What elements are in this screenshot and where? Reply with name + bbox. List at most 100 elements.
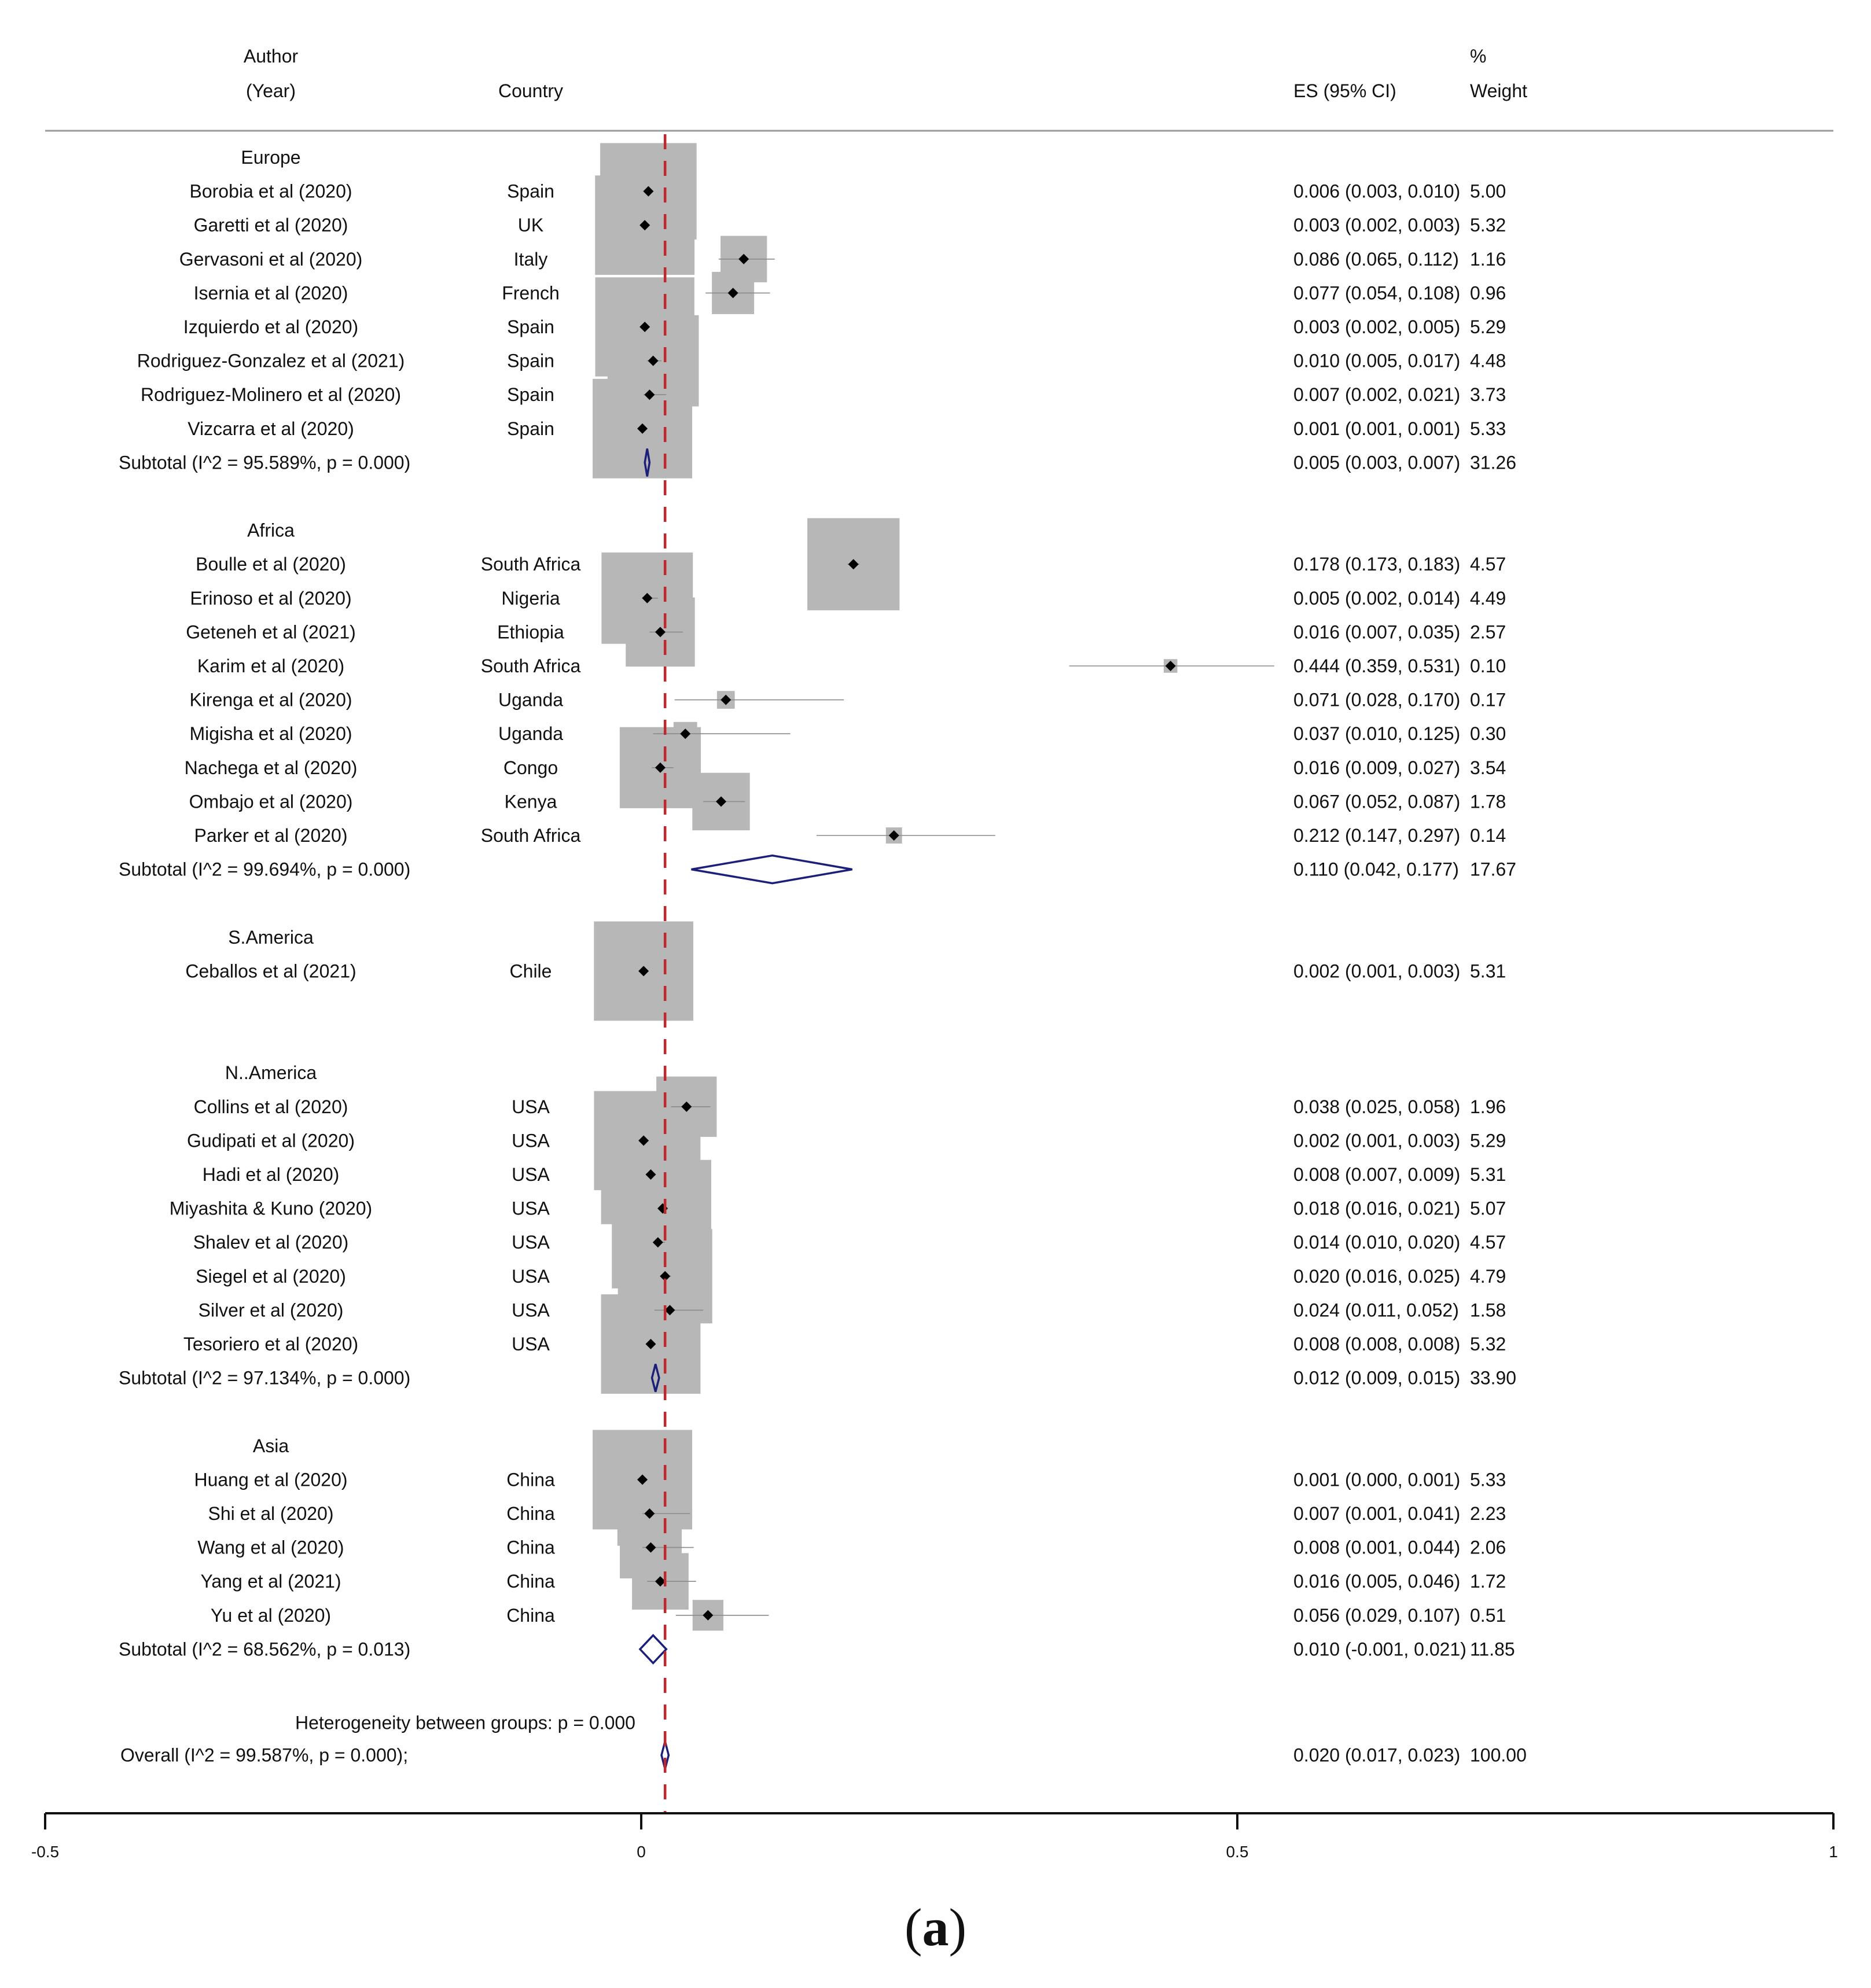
study-author: Karim et al (2020) xyxy=(197,656,344,676)
study-weight: 4.49 xyxy=(1470,588,1506,609)
point-estimate xyxy=(660,1271,671,1282)
study-es-ci: 0.005 (0.002, 0.014) xyxy=(1293,588,1460,609)
overall-es-ci: 0.020 (0.017, 0.023) xyxy=(1293,1745,1460,1766)
study-country: South Africa xyxy=(481,825,581,846)
study-country: USA xyxy=(512,1164,550,1185)
study-author: Isernia et al (2020) xyxy=(194,282,348,303)
header-weight-symbol: % xyxy=(1470,46,1486,67)
point-estimate xyxy=(638,1135,649,1146)
point-estimate xyxy=(721,694,732,705)
study-es-ci: 0.077 (0.054, 0.108) xyxy=(1293,282,1460,303)
study-es-ci: 0.067 (0.052, 0.087) xyxy=(1293,791,1460,812)
study-country: USA xyxy=(512,1266,550,1287)
point-estimate xyxy=(652,1237,663,1248)
point-estimate xyxy=(1165,661,1176,671)
header-author: Author xyxy=(244,46,299,67)
header-country: Country xyxy=(498,80,563,101)
study-es-ci: 0.212 (0.147, 0.297) xyxy=(1293,825,1460,846)
study-country: China xyxy=(506,1571,555,1592)
study-weight: 0.17 xyxy=(1470,690,1506,710)
study-country: Uganda xyxy=(498,690,563,710)
point-estimate xyxy=(716,796,727,807)
study-country: UK xyxy=(518,215,543,235)
study-es-ci: 0.444 (0.359, 0.531) xyxy=(1293,656,1460,676)
study-weight: 5.32 xyxy=(1470,1334,1506,1354)
point-estimate xyxy=(655,762,666,773)
study-author: Miyashita & Kuno (2020) xyxy=(170,1198,372,1219)
point-estimate xyxy=(639,220,650,231)
study-author: Yang et al (2021) xyxy=(200,1571,341,1592)
study-country: South Africa xyxy=(481,656,581,676)
study-country: Chile xyxy=(510,960,552,981)
study-author: Ceballos et al (2021) xyxy=(185,960,356,981)
group-label-2: S.America xyxy=(228,927,314,948)
study-author: Borobia et al (2020) xyxy=(189,181,352,202)
study-country: Spain xyxy=(507,418,554,439)
study-author: Erinoso et al (2020) xyxy=(190,588,351,609)
study-country: Italy xyxy=(514,249,548,270)
subtotal-diamond xyxy=(644,448,651,477)
point-estimate xyxy=(664,1305,675,1316)
study-author: Izquierdo et al (2020) xyxy=(183,316,358,337)
point-estimate xyxy=(639,322,650,332)
study-weight: 3.54 xyxy=(1470,757,1506,778)
study-author: Nachega et al (2020) xyxy=(185,757,358,778)
study-author: Silver et al (2020) xyxy=(199,1299,344,1320)
x-tick-label: -0.5 xyxy=(31,1843,59,1861)
study-author: Garetti et al (2020) xyxy=(194,215,348,235)
study-country: USA xyxy=(512,1334,550,1354)
study-author: Rodriguez-Molinero et al (2020) xyxy=(141,384,401,405)
study-weight: 5.29 xyxy=(1470,316,1506,337)
overall-label: Overall (I^2 = 99.587%, p = 0.000); xyxy=(120,1745,408,1766)
study-author: Tesoriero et al (2020) xyxy=(183,1334,358,1354)
study-author: Rodriguez-Gonzalez et al (2021) xyxy=(137,351,405,371)
study-es-ci: 0.001 (0.000, 0.001) xyxy=(1293,1469,1460,1490)
study-es-ci: 0.037 (0.010, 0.125) xyxy=(1293,723,1460,744)
study-country: Spain xyxy=(507,351,554,371)
point-estimate xyxy=(644,389,655,400)
study-es-ci: 0.016 (0.005, 0.046) xyxy=(1293,1571,1460,1592)
study-weight: 2.06 xyxy=(1470,1537,1506,1558)
study-es-ci: 0.001 (0.001, 0.001) xyxy=(1293,418,1460,439)
study-weight: 5.31 xyxy=(1470,960,1506,981)
subtotal-weight: 11.85 xyxy=(1470,1639,1515,1659)
study-weight: 4.79 xyxy=(1470,1266,1506,1287)
subtotal-label: Subtotal (I^2 = 97.134%, p = 0.000) xyxy=(119,1368,410,1389)
study-author: Parker et al (2020) xyxy=(194,825,347,846)
study-weight: 5.00 xyxy=(1470,181,1506,202)
study-es-ci: 0.020 (0.016, 0.025) xyxy=(1293,1266,1460,1287)
subtotal-label: Subtotal (I^2 = 68.562%, p = 0.013) xyxy=(119,1639,410,1659)
study-country: Kenya xyxy=(505,791,557,812)
subtotal-weight: 17.67 xyxy=(1470,859,1516,880)
study-author: Collins et al (2020) xyxy=(194,1096,348,1117)
study-es-ci: 0.010 (0.005, 0.017) xyxy=(1293,351,1460,371)
study-author: Kirenga et al (2020) xyxy=(189,690,352,710)
study-weight: 5.33 xyxy=(1470,1469,1506,1490)
subtotal-diamond xyxy=(650,1364,660,1393)
subtotal-es-ci: 0.110 (0.042, 0.177) xyxy=(1293,859,1459,880)
heterogeneity-label: Heterogeneity between groups: p = 0.000 xyxy=(295,1713,635,1733)
study-author: Yu et al (2020) xyxy=(211,1605,331,1626)
header-weight: Weight xyxy=(1470,80,1527,101)
study-es-ci: 0.003 (0.002, 0.005) xyxy=(1293,316,1460,337)
study-country: USA xyxy=(512,1130,550,1151)
x-tick-label: 0 xyxy=(637,1843,646,1861)
study-weight: 3.73 xyxy=(1470,384,1506,405)
study-es-ci: 0.007 (0.001, 0.041) xyxy=(1293,1503,1460,1524)
point-estimate xyxy=(888,830,899,841)
study-es-ci: 0.006 (0.003, 0.010) xyxy=(1293,181,1460,202)
study-es-ci: 0.018 (0.016, 0.021) xyxy=(1293,1198,1460,1219)
header-es: ES (95% CI) xyxy=(1293,80,1396,101)
point-estimate xyxy=(655,1576,666,1587)
study-country: Uganda xyxy=(498,723,563,744)
study-author: Huang et al (2020) xyxy=(194,1469,347,1490)
study-country: Congo xyxy=(503,757,558,778)
study-es-ci: 0.008 (0.001, 0.044) xyxy=(1293,1537,1460,1558)
point-estimate xyxy=(642,592,653,603)
study-weight: 2.57 xyxy=(1470,621,1506,642)
study-es-ci: 0.071 (0.028, 0.170) xyxy=(1293,690,1460,710)
study-author: Geteneh et al (2021) xyxy=(186,621,356,642)
study-es-ci: 0.002 (0.001, 0.003) xyxy=(1293,1130,1460,1151)
point-estimate xyxy=(637,423,648,434)
caption-open: ( xyxy=(904,1898,922,1957)
